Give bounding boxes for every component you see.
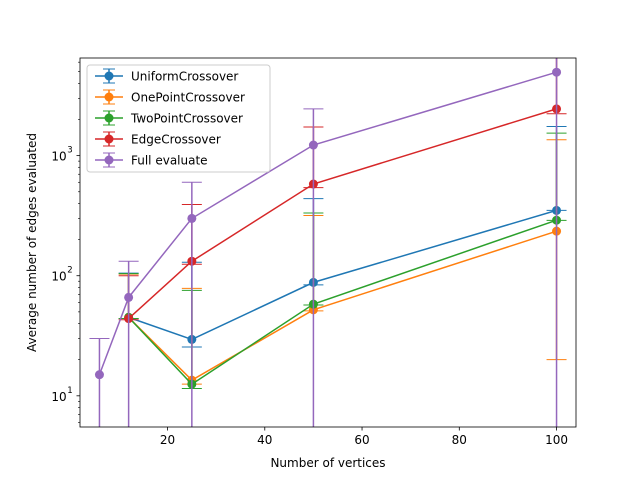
plot-area [89,58,567,427]
legend-marker [104,155,114,165]
legend-marker [104,71,114,81]
x-tick-label: 100 [545,433,568,447]
y-tick-exponent: 3 [67,146,72,156]
legend-item: EdgeCrossover [95,131,221,147]
legend-label: OnePointCrossover [131,91,245,105]
legend-marker [104,113,114,123]
legend-item: TwoPointCrossover [95,110,243,126]
legend-marker [104,92,114,102]
legend-box [86,64,271,173]
y-tick-exponent: 2 [67,266,72,276]
x-tick-label: 20 [160,433,175,447]
legend: UniformCrossover OnePointCrossover TwoPoin… [86,64,271,173]
series-full-evaluate [89,58,562,427]
series-line [128,108,557,320]
legend-item: Full evaluate [95,152,208,168]
series-line [128,219,557,386]
data-point [187,213,197,223]
legend-label: Full evaluate [131,154,208,168]
legend-item: UniformCrossover [95,68,238,84]
series-line [128,209,557,341]
legend-label: TwoPointCrossover [130,112,243,126]
data-point [94,370,104,380]
x-tick-label: 60 [354,433,369,447]
y-tick-label: 10 [51,150,66,164]
y-tick-label: 10 [51,390,66,404]
y-tick-exponent: 1 [67,386,72,396]
y-axis-label: Average number of edges evaluated [25,133,39,352]
legend-item: OnePointCrossover [95,89,245,105]
legend-label: EdgeCrossover [131,133,221,147]
data-point [552,67,562,77]
x-tick-label: 40 [257,433,272,447]
data-point [124,292,134,302]
data-point [308,140,318,150]
legend-marker [104,134,114,144]
x-axis-label: Number of vertices [270,456,385,470]
y-tick-label: 10 [51,270,66,284]
legend-label: UniformCrossover [131,70,238,84]
axes-frame [79,57,577,428]
x-tick-label: 80 [452,433,467,447]
